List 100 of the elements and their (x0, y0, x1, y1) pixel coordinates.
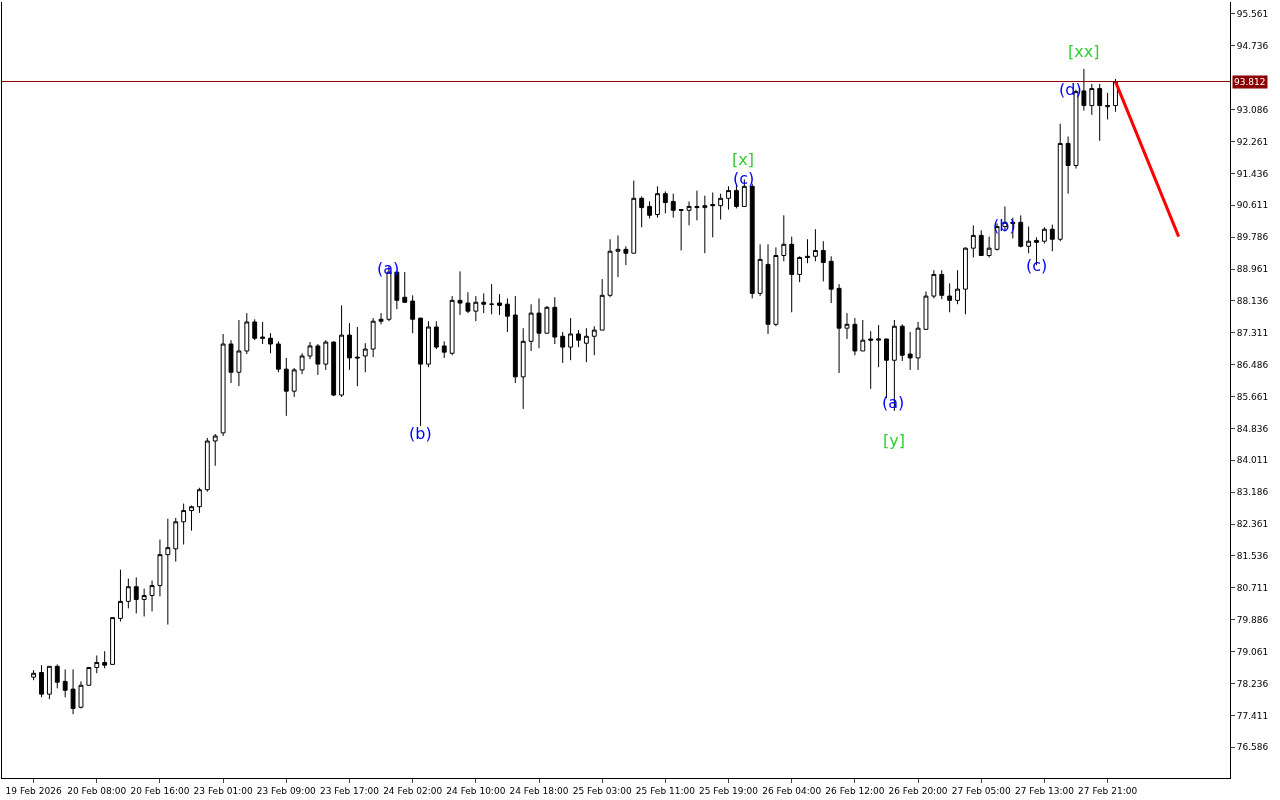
y-tick-label: 84.011 (1236, 455, 1269, 466)
candlestick (220, 333, 226, 437)
candlestick (46, 665, 52, 700)
candlestick (931, 269, 937, 299)
x-tick-label: 23 Feb 17:00 (319, 785, 380, 796)
candlestick (662, 190, 668, 214)
candlestick (481, 292, 487, 314)
candlestick (797, 255, 803, 283)
candlestick (196, 487, 202, 514)
candlestick (252, 318, 258, 341)
candlestick (1105, 92, 1111, 120)
candlestick (1081, 68, 1087, 112)
candlestick (473, 295, 479, 322)
candlestick (718, 193, 724, 221)
candlestick (583, 327, 589, 363)
x-tick-label: 25 Feb 11:00 (635, 785, 696, 796)
y-tick-label: 81.536 (1236, 551, 1269, 562)
candlestick (631, 180, 637, 254)
candlestick (520, 327, 526, 410)
x-tick-label: 27 Feb 13:00 (1014, 785, 1075, 796)
candlestick (536, 297, 542, 349)
candlestick (781, 214, 787, 262)
candlestick (125, 578, 131, 609)
candlestick (299, 352, 305, 375)
candlestick (694, 190, 700, 221)
annotation: (d) (1059, 80, 1082, 99)
candlestick (1089, 83, 1095, 116)
candlestick (70, 668, 76, 715)
candlestick (31, 669, 37, 681)
candlestick (260, 321, 266, 345)
x-tick-label: 20 Feb 16:00 (130, 785, 190, 796)
y-tick-label: 89.786 (1236, 232, 1269, 243)
candlestick (955, 269, 960, 305)
candlestick (765, 243, 771, 335)
x-tick-label: 27 Feb 21:00 (1078, 785, 1138, 796)
annotation: (b) (409, 424, 432, 443)
candlestick (836, 283, 842, 374)
candlestick (323, 339, 329, 371)
x-tick-label: 27 Feb 05:00 (951, 785, 1012, 796)
candlestick (283, 357, 289, 417)
y-tick-label: 79.886 (1236, 614, 1269, 625)
candlestick (639, 195, 645, 228)
candlestick (426, 320, 431, 368)
candlestick (512, 295, 518, 384)
candlestick (110, 617, 115, 665)
candlestick (868, 330, 874, 390)
candlestick (568, 317, 574, 361)
x-tick-label: 20 Feb 08:00 (67, 785, 127, 796)
y-tick-label: 88.961 (1236, 264, 1269, 275)
candlestick (291, 367, 297, 398)
candlestick (189, 505, 194, 532)
candlestick (331, 340, 337, 397)
y-tick-label: 87.311 (1236, 327, 1269, 338)
annotation: (c) (1026, 256, 1048, 275)
candlestick (970, 224, 976, 258)
candlestick (844, 312, 850, 340)
x-tick-label: 25 Feb 03:00 (572, 785, 632, 796)
candlestick (339, 304, 345, 398)
candlestick (591, 325, 597, 356)
candlestick (544, 305, 550, 334)
candlestick (141, 588, 147, 617)
candlestick (354, 326, 360, 387)
candlestick (986, 236, 992, 258)
candlestick (275, 340, 281, 373)
candlestick (173, 517, 179, 563)
candlestick (528, 303, 534, 352)
y-tick-label: 95.561 (1236, 9, 1269, 20)
candlestick (418, 317, 423, 427)
candlestick (1018, 214, 1024, 248)
candlestick (655, 185, 660, 219)
candlestick (773, 246, 779, 327)
candlestick (433, 320, 439, 350)
candlestick (118, 569, 123, 622)
x-tick-label: 25 Feb 19:00 (699, 785, 759, 796)
candlestick (504, 297, 510, 333)
candlestick (852, 317, 858, 356)
candlestick (560, 331, 566, 364)
x-tick-label: 24 Feb 10:00 (446, 785, 506, 796)
candlestick (678, 209, 684, 251)
candlestick (1026, 226, 1032, 254)
candlestick (410, 294, 416, 334)
candlestick (552, 296, 558, 345)
candlestick (457, 270, 463, 316)
candlestick (307, 341, 313, 360)
candlestick (465, 291, 471, 314)
candlestick (370, 317, 376, 358)
candlestick (402, 271, 408, 304)
annotation: (c) (733, 169, 755, 188)
candlestick (915, 321, 921, 371)
candlestick (1049, 224, 1055, 252)
y-tick-label: 84.836 (1236, 423, 1269, 434)
x-tick-label: 23 Feb 09:00 (256, 785, 317, 796)
candlestick (899, 323, 905, 362)
candlestick (607, 238, 613, 298)
y-tick-label: 93.086 (1236, 104, 1269, 115)
candlestick (702, 195, 708, 254)
candlestick (441, 340, 447, 359)
candlestick (820, 240, 826, 282)
candlestick (710, 192, 716, 238)
y-tick-label: 90.611 (1236, 200, 1269, 211)
